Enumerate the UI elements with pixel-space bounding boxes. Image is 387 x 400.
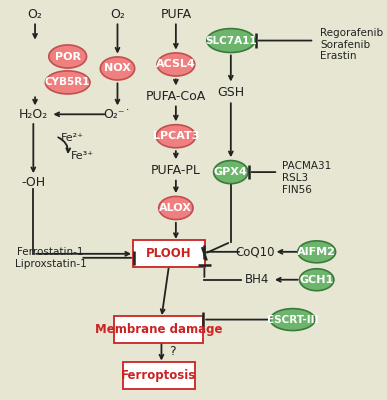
Ellipse shape [157,53,195,76]
Ellipse shape [49,45,87,68]
Ellipse shape [214,160,248,184]
Text: CoQ10: CoQ10 [235,245,275,258]
Text: O₂: O₂ [110,8,125,21]
FancyBboxPatch shape [123,362,195,389]
Ellipse shape [100,57,135,80]
FancyBboxPatch shape [133,240,205,267]
Text: PLOOH: PLOOH [146,247,192,260]
Ellipse shape [207,28,255,52]
Text: PACMA31
RSL3
FIN56: PACMA31 RSL3 FIN56 [283,162,332,195]
Text: Ferroptosis: Ferroptosis [121,369,196,382]
Text: ALOX: ALOX [159,203,192,213]
Text: NOX: NOX [104,64,131,74]
Text: Ferrostatin-1
Liproxstatin-1: Ferrostatin-1 Liproxstatin-1 [15,247,86,268]
Text: CYB5R1: CYB5R1 [45,78,91,88]
Ellipse shape [159,196,193,220]
Text: LPCAT3: LPCAT3 [153,131,199,141]
Text: ?: ? [169,345,176,358]
Ellipse shape [156,125,195,148]
Text: -OH: -OH [21,176,45,188]
Text: GCH1: GCH1 [300,275,334,285]
FancyBboxPatch shape [114,316,203,343]
Text: PUFA-CoA: PUFA-CoA [146,90,206,103]
Text: SLC7A11: SLC7A11 [205,36,257,46]
Ellipse shape [298,241,336,263]
Ellipse shape [271,309,315,330]
Text: O₂: O₂ [27,8,43,21]
Text: ACSL4: ACSL4 [156,60,196,70]
Text: H₂O₂: H₂O₂ [19,108,48,121]
Text: Fe³⁺: Fe³⁺ [71,151,94,161]
Ellipse shape [45,71,90,94]
Text: PUFA: PUFA [160,8,192,21]
Text: BH4: BH4 [245,273,269,286]
Text: O₂⁻˙: O₂⁻˙ [104,108,131,121]
Text: AIFM2: AIFM2 [297,247,336,257]
Ellipse shape [300,269,334,291]
Text: Fe²⁺: Fe²⁺ [61,133,84,143]
Text: GPX4: GPX4 [214,167,248,177]
Text: Regorafenib
Sorafenib
Erastin: Regorafenib Sorafenib Erastin [320,28,383,61]
Text: GSH: GSH [217,86,244,99]
Text: ESCRT-III: ESCRT-III [267,314,319,324]
Text: Membrane damage: Membrane damage [95,323,223,336]
Text: PUFA-PL: PUFA-PL [151,164,201,177]
Text: POR: POR [55,52,80,62]
